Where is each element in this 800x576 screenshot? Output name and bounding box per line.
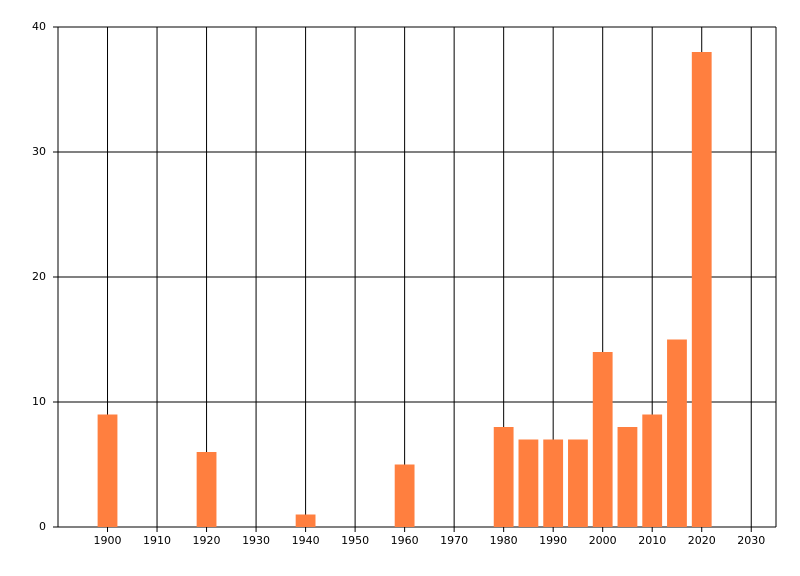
x-tick-label: 1910 xyxy=(143,534,171,547)
bar xyxy=(493,427,514,527)
x-tick-label: 2030 xyxy=(737,534,765,547)
x-tick-label: 1930 xyxy=(242,534,270,547)
x-tick-label: 2010 xyxy=(638,534,666,547)
bar xyxy=(667,339,687,527)
x-tick-label: 1990 xyxy=(539,534,567,547)
bar xyxy=(691,52,712,527)
bar xyxy=(568,439,588,527)
bar xyxy=(97,414,118,527)
bar xyxy=(394,464,415,527)
bar xyxy=(295,514,316,527)
x-tick-label: 1980 xyxy=(490,534,518,547)
x-tick-label: 2000 xyxy=(589,534,617,547)
bar xyxy=(543,439,564,527)
x-tick-label: 1970 xyxy=(440,534,468,547)
bar xyxy=(592,352,613,527)
bar xyxy=(518,439,539,527)
x-tick-label: 2020 xyxy=(688,534,716,547)
bar xyxy=(617,427,638,527)
y-tick-label: 0 xyxy=(39,520,46,533)
bar xyxy=(642,414,663,527)
x-tick-label: 1950 xyxy=(341,534,369,547)
y-tick-label: 20 xyxy=(32,270,46,283)
y-tick-label: 30 xyxy=(32,145,46,158)
bar xyxy=(196,452,217,527)
x-tick-label: 1960 xyxy=(391,534,419,547)
y-tick-label: 10 xyxy=(32,395,46,408)
y-tick-label: 40 xyxy=(32,20,46,33)
x-tick-label: 1900 xyxy=(94,534,122,547)
x-tick-label: 1920 xyxy=(193,534,221,547)
x-tick-label: 1940 xyxy=(292,534,320,547)
